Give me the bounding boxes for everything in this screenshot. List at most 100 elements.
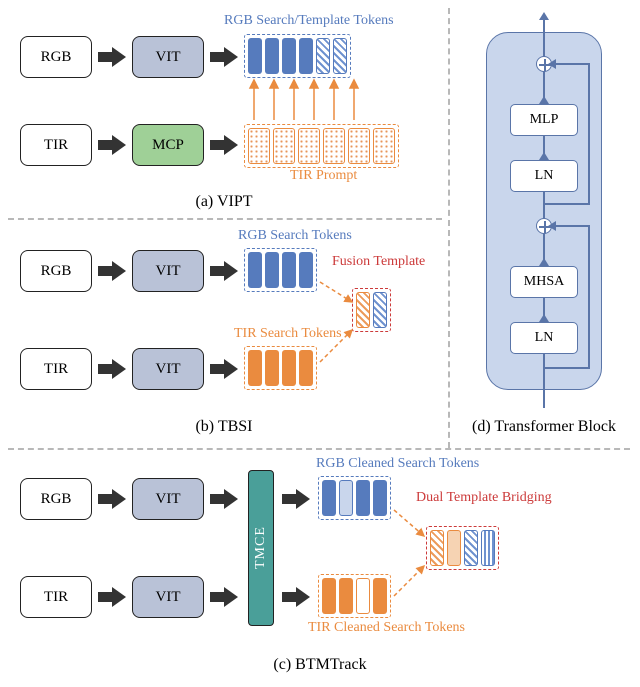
a-top-tokens: [244, 34, 351, 78]
c-vit1-box: VIT: [132, 478, 204, 520]
b-rgb-text: RGB: [41, 263, 72, 280]
a-vit-box: VIT: [132, 36, 204, 78]
b-vit2-box: VIT: [132, 348, 204, 390]
token: [339, 480, 353, 516]
a-rgb-text: RGB: [41, 49, 72, 66]
b-vit2-text: VIT: [156, 361, 181, 378]
token: [481, 530, 495, 566]
c-vit2-box: VIT: [132, 576, 204, 618]
tb-res1-v: [588, 64, 590, 204]
tb-ah: [539, 258, 549, 266]
c-top-label: RGB Cleaned Search Tokens: [316, 456, 479, 472]
tb-res1-arrow: [548, 59, 556, 69]
tb-res2-h-bot: [544, 367, 590, 369]
b-fusion-label: Fusion Template: [332, 254, 425, 270]
tb-res2-arrow: [548, 221, 556, 231]
tb-res2-h-top: [554, 225, 590, 227]
a-top-label: RGB Search/Template Tokens: [224, 13, 394, 29]
b-tir-text: TIR: [44, 361, 68, 378]
tb-mlp: MLP: [510, 104, 578, 136]
arrow-icon: [210, 47, 240, 67]
token: [248, 252, 262, 288]
c-bridge-arrows: [392, 498, 452, 608]
token: [299, 38, 313, 74]
b-fusion-arrows: [316, 270, 376, 370]
token: [322, 578, 336, 614]
panel-d: MLP LN MHSA LN (d) Transformer Block: [448, 0, 640, 448]
token: [265, 252, 279, 288]
c-caption: (c) BTMTrack: [0, 656, 640, 674]
tb-ln1-text: LN: [535, 168, 554, 184]
tb-res2-v: [588, 226, 590, 368]
c-rgb-text: RGB: [41, 491, 72, 508]
b-rgb-box: RGB: [20, 250, 92, 292]
token: [356, 578, 370, 614]
up-arrows-svg: [244, 78, 404, 124]
b-bottom-tokens: [244, 346, 317, 390]
tb-ln1: LN: [510, 160, 578, 192]
token: [356, 480, 370, 516]
b-top-label: RGB Search Tokens: [238, 228, 352, 244]
token: [248, 128, 270, 164]
tb-res1-h-top: [554, 63, 590, 65]
token: [248, 38, 262, 74]
tb-mlp-text: MLP: [530, 112, 559, 128]
b-caption: (b) TBSI: [0, 418, 448, 436]
token: [373, 128, 395, 164]
b-vit1-text: VIT: [156, 263, 181, 280]
c-tir-box: TIR: [20, 576, 92, 618]
token: [299, 252, 313, 288]
b-top-tokens: [244, 248, 317, 292]
c-rgb-box: RGB: [20, 478, 92, 520]
c-vit1-text: VIT: [156, 491, 181, 508]
arrow-icon: [98, 47, 128, 67]
token: [348, 128, 370, 164]
token: [282, 38, 296, 74]
a-rgb-box: RGB: [20, 36, 92, 78]
token: [248, 350, 262, 386]
token: [464, 530, 478, 566]
token: [282, 252, 296, 288]
tb-ln2: LN: [510, 322, 578, 354]
c-tmce-box: TMCE: [248, 470, 274, 626]
tb-mhsa-text: MHSA: [524, 274, 564, 290]
tb-top-arrow: [539, 12, 549, 20]
a-caption: (a) VIPT: [0, 193, 448, 211]
token: [323, 128, 345, 164]
token: [273, 128, 295, 164]
token: [299, 350, 313, 386]
token: [316, 38, 330, 74]
token: [265, 350, 279, 386]
a-tir-box: TIR: [20, 124, 92, 166]
b-tir-box: TIR: [20, 348, 92, 390]
token: [282, 350, 296, 386]
tb-ln2-text: LN: [535, 330, 554, 346]
c-vit2-text: VIT: [156, 589, 181, 606]
c-tmce-text: TMCE: [253, 527, 269, 570]
c-bottom-label: TIR Cleaned Search Tokens: [308, 620, 465, 636]
c-bottom-tokens: [318, 574, 391, 618]
panel-b: RGB VIT RGB Search Tokens TIR VIT TIR Se…: [0, 218, 448, 448]
token: [333, 38, 347, 74]
a-bottom-label: TIR Prompt: [290, 168, 357, 184]
tb-ah: [539, 152, 549, 160]
a-bottom-tokens: [244, 124, 399, 168]
tb-ah: [539, 314, 549, 322]
a-mcp-box: MCP: [132, 124, 204, 166]
d-caption: (d) Transformer Block: [448, 418, 640, 436]
a-mcp-text: MCP: [152, 137, 184, 154]
c-top-tokens: [318, 476, 391, 520]
panel-a: RGB VIT RGB Search/Template Tokens TIR M…: [0, 0, 448, 218]
panel-c: RGB VIT TIR VIT TMCE RGB Cleaned Search …: [0, 448, 640, 687]
arrow-icon: [210, 135, 240, 155]
a-tir-text: TIR: [44, 137, 68, 154]
arrow-icon: [98, 135, 128, 155]
token: [339, 578, 353, 614]
tb-res1-h-bot: [544, 203, 590, 205]
a-vit-text: VIT: [156, 49, 181, 66]
c-tir-text: TIR: [44, 589, 68, 606]
tb-mhsa: MHSA: [510, 266, 578, 298]
token: [298, 128, 320, 164]
token: [265, 38, 279, 74]
b-vit1-box: VIT: [132, 250, 204, 292]
